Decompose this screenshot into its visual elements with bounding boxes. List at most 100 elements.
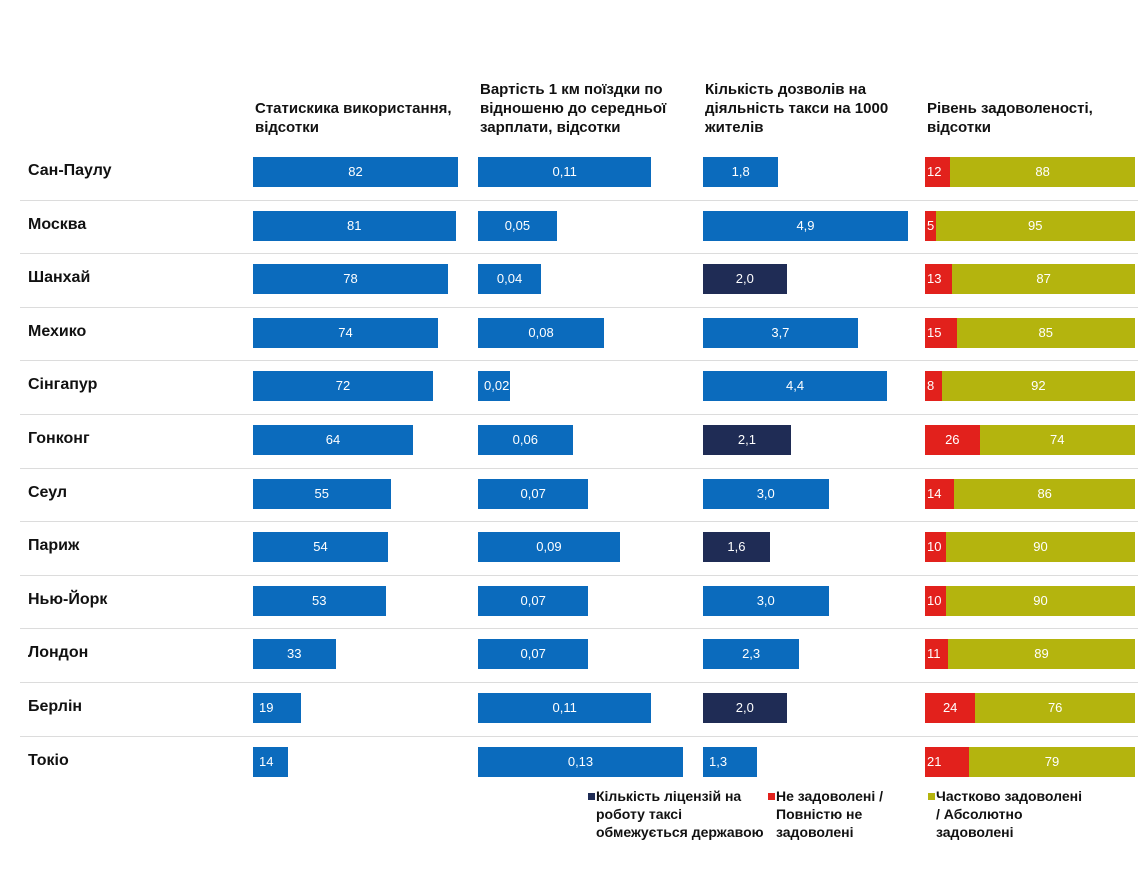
column-header: Статискика використання, відсотки xyxy=(255,100,452,136)
value-label: 72 xyxy=(335,378,351,394)
row-separator xyxy=(20,414,1138,415)
value-label: 3,0 xyxy=(756,592,775,608)
bar-segment xyxy=(925,585,946,616)
row-separator xyxy=(20,306,1138,308)
bar xyxy=(703,317,858,348)
bar-segment xyxy=(925,317,957,348)
bar xyxy=(478,532,620,563)
bar-segment xyxy=(925,693,976,723)
category-label: Сан-Паулу xyxy=(28,162,112,179)
value-label: 2,0 xyxy=(735,271,754,287)
value-label: 81 xyxy=(347,217,362,233)
category-label: Шанхай xyxy=(28,269,91,287)
category-label: Гонконг xyxy=(28,430,90,447)
bar xyxy=(253,585,386,616)
bar xyxy=(703,639,800,670)
column-header: Рівень задоволеності, відсотки xyxy=(927,100,1093,136)
bar xyxy=(253,478,391,509)
value-label: 0,09 xyxy=(536,539,562,555)
value-label: 86 xyxy=(1037,485,1052,501)
bar-segment xyxy=(946,532,1135,563)
category-label: Токіо xyxy=(28,751,69,769)
value-label: 14 xyxy=(927,485,942,501)
category-label: Мехико xyxy=(28,322,87,340)
value-label: 53 xyxy=(312,592,327,608)
value-label: 8 xyxy=(927,378,935,394)
row-separator xyxy=(20,521,1138,523)
bar xyxy=(478,317,605,348)
value-label: 10 xyxy=(927,539,942,555)
bar xyxy=(703,532,770,563)
row-separator xyxy=(20,628,1138,630)
legend-label: Кількість ліцензій на роботу таксі обмеж… xyxy=(596,788,764,840)
bar xyxy=(703,585,829,616)
bar-segment xyxy=(925,478,955,509)
bar-segment xyxy=(925,746,970,777)
bar-segment xyxy=(925,210,936,241)
value-label: 4,9 xyxy=(796,217,815,233)
value-label: 3,0 xyxy=(756,485,775,501)
bar-segment xyxy=(950,157,1135,187)
row-separator xyxy=(20,199,1138,201)
value-label: 54 xyxy=(313,539,328,555)
value-label: 74 xyxy=(1050,432,1065,447)
bar xyxy=(253,532,388,563)
value-label: 12 xyxy=(927,164,942,179)
bar-segment xyxy=(925,425,980,455)
category-label: Лондон xyxy=(28,644,89,662)
value-label: 55 xyxy=(314,485,329,501)
category-label: Берлін xyxy=(28,698,83,715)
value-label: 82 xyxy=(348,164,363,179)
row-separator xyxy=(20,360,1138,362)
value-label: 85 xyxy=(1038,324,1053,340)
value-label: 90 xyxy=(1033,592,1048,608)
value-label: 0,06 xyxy=(512,432,538,447)
category-label: Париж xyxy=(28,537,80,555)
column-header: Вартість 1 км поїздки по відношеню до се… xyxy=(480,81,667,136)
value-label: 0,11 xyxy=(552,164,577,179)
column-header: Кількість дозволів на діяльність такси н… xyxy=(705,81,889,136)
value-label: 2,1 xyxy=(737,432,756,447)
bar xyxy=(478,746,683,777)
bar-segment xyxy=(946,585,1135,616)
row-separator xyxy=(20,682,1138,683)
value-label: 4,4 xyxy=(786,378,805,394)
row-separator xyxy=(20,253,1138,255)
bar xyxy=(478,478,589,509)
bar-segment xyxy=(952,264,1135,295)
value-label: 3,7 xyxy=(771,324,790,340)
legend-label: Частково задоволені / Абсолютно задоволе… xyxy=(936,788,1082,840)
value-label: 0,07 xyxy=(520,646,546,662)
bar xyxy=(478,585,589,616)
value-label: 89 xyxy=(1034,646,1049,662)
value-label: 0,08 xyxy=(528,324,554,340)
value-label: 1,6 xyxy=(727,539,746,555)
bar xyxy=(703,425,791,455)
legend-marker xyxy=(768,793,775,800)
value-label: 5 xyxy=(927,217,935,233)
value-label: 21 xyxy=(927,753,942,769)
bar xyxy=(703,210,908,241)
value-label: 0,11 xyxy=(552,700,577,715)
value-label: 78 xyxy=(343,271,358,287)
bar xyxy=(253,317,438,348)
bar-segment xyxy=(975,693,1135,723)
value-label: 26 xyxy=(945,432,960,447)
value-label: 90 xyxy=(1033,539,1048,555)
value-label: 88 xyxy=(1035,164,1050,179)
category-label: Нью-Йорк xyxy=(28,590,108,608)
value-label: 2,3 xyxy=(742,646,761,662)
value-label: 0,04 xyxy=(496,271,523,287)
bar xyxy=(703,157,779,187)
bar xyxy=(253,157,458,187)
value-label: 79 xyxy=(1044,753,1060,769)
bar-segment xyxy=(948,639,1135,670)
value-label: 14 xyxy=(259,753,274,769)
legend-marker xyxy=(588,793,595,800)
bar xyxy=(253,693,301,723)
value-label: 0,07 xyxy=(520,485,546,501)
value-label: 2,0 xyxy=(735,700,754,715)
bar xyxy=(478,693,652,723)
bar xyxy=(253,746,288,777)
